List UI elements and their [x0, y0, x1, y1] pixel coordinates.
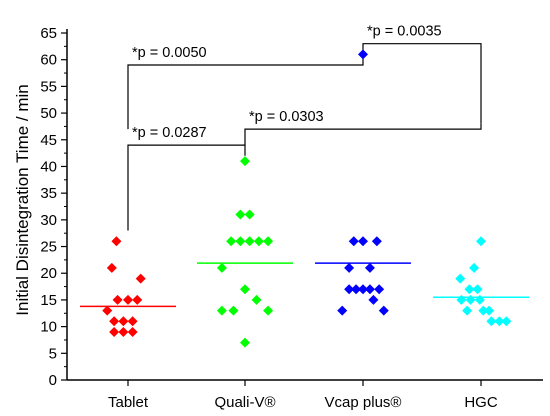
- axes: 0 5 10 15 20 25 30 35 40 45 50 55 60 65 Tablet Quali-V®…: [40, 25, 543, 411]
- data-point: [109, 326, 120, 337]
- data-point: [112, 294, 123, 305]
- data-point: [472, 284, 483, 295]
- data-point: [235, 236, 246, 247]
- data-point: [240, 156, 250, 167]
- data-point: [228, 305, 239, 316]
- x-tick-label: Tablet: [108, 394, 149, 411]
- y-tick-label: 30: [40, 212, 57, 229]
- data-point: [368, 294, 379, 305]
- y-tick-label: 15: [40, 292, 57, 309]
- data-point: [226, 236, 237, 247]
- data-point: [240, 284, 250, 295]
- y-tick-label: 25: [40, 239, 57, 256]
- data-point: [378, 305, 389, 316]
- data-point: [127, 316, 138, 327]
- data-point: [455, 273, 466, 284]
- data-point: [127, 326, 138, 337]
- data-point: [364, 262, 375, 273]
- data-point: [469, 262, 480, 273]
- data-point: [244, 236, 255, 247]
- data-points: [102, 49, 512, 348]
- data-point: [351, 284, 362, 295]
- data-point: [123, 294, 133, 305]
- y-axis-title: Initial Disintegration Time / min: [13, 84, 32, 315]
- data-point: [235, 209, 246, 220]
- data-point: [371, 236, 382, 247]
- p-value-label: *p = 0.0287: [132, 125, 207, 141]
- p-value-label: *p = 0.0303: [249, 109, 324, 125]
- data-point: [344, 284, 355, 295]
- data-point: [132, 294, 143, 305]
- significance-bracket: [127, 144, 246, 231]
- data-point: [358, 236, 368, 247]
- data-point: [374, 284, 385, 295]
- y-tick-label: 65: [40, 25, 57, 42]
- y-tick-label: 0: [49, 372, 57, 389]
- data-point: [263, 305, 274, 316]
- data-point: [216, 305, 227, 316]
- data-point: [118, 326, 129, 337]
- y-tick-label: 60: [40, 52, 57, 69]
- significance-annotations: *p = 0.0050 *p = 0.0035 *p = 0.0287 *p = 0.…: [127, 24, 482, 231]
- p-value-label: *p = 0.0035: [367, 24, 442, 40]
- data-point: [251, 294, 262, 305]
- data-point: [111, 236, 122, 247]
- y-tick-label: 10: [40, 319, 57, 336]
- data-point: [358, 284, 368, 295]
- data-point: [106, 262, 117, 273]
- data-point: [344, 262, 355, 273]
- data-point: [494, 316, 505, 327]
- data-point: [501, 316, 512, 327]
- data-point: [102, 305, 113, 316]
- x-tick-label: Quali-V®: [214, 394, 275, 411]
- data-point: [474, 294, 485, 305]
- y-tick-label: 35: [40, 185, 57, 202]
- y-tick-label: 20: [40, 265, 57, 282]
- data-point: [337, 305, 348, 316]
- significance-bracket: [244, 123, 482, 146]
- data-point: [476, 236, 486, 247]
- data-point: [348, 236, 359, 247]
- data-point: [118, 316, 129, 327]
- data-point: [240, 337, 250, 348]
- y-tick-label: 50: [40, 105, 57, 122]
- data-point: [109, 316, 120, 327]
- data-point: [358, 49, 368, 60]
- y-tick-label: 55: [40, 78, 57, 95]
- data-point: [456, 294, 467, 305]
- y-tick-label: 5: [49, 345, 57, 362]
- data-point: [364, 284, 375, 295]
- data-point: [486, 316, 497, 327]
- y-tick-label: 45: [40, 132, 57, 149]
- x-tick-label: Vcap plus®: [325, 394, 402, 411]
- significance-bracket: [362, 43, 482, 124]
- data-point: [263, 236, 274, 247]
- data-point: [216, 262, 227, 273]
- data-point: [244, 209, 255, 220]
- data-point: [465, 294, 476, 305]
- data-point: [478, 305, 489, 316]
- y-tick-label: 40: [40, 158, 57, 175]
- data-point: [135, 273, 146, 284]
- x-tick-label: HGC: [464, 394, 498, 411]
- data-point: [464, 284, 475, 295]
- data-point: [253, 236, 264, 247]
- data-point: [484, 305, 495, 316]
- data-point: [462, 305, 473, 316]
- p-value-label: *p = 0.0050: [132, 45, 207, 61]
